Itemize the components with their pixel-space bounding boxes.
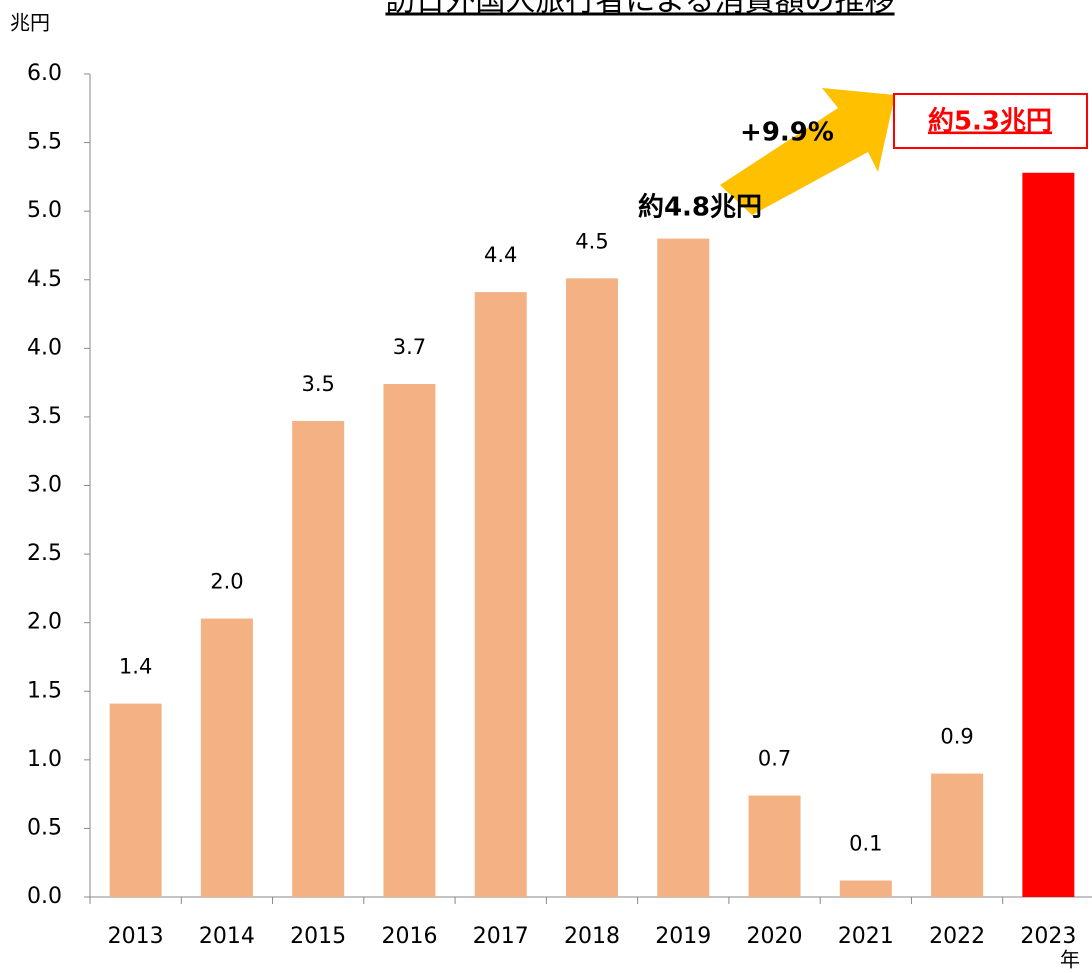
x-tick-label: 2021 — [838, 924, 894, 949]
value-label: 0.9 — [940, 725, 973, 749]
chart-title: 訪日外国人旅行者による消費額の推移 — [385, 0, 894, 19]
value-label: 2.0 — [210, 570, 243, 594]
y-tick-label: 4.0 — [27, 335, 62, 360]
y-tick-label: 1.5 — [27, 678, 62, 703]
y-tick-label: 5.0 — [27, 198, 62, 223]
x-axis-label: 年 — [1060, 948, 1080, 972]
bar — [1022, 172, 1075, 897]
x-tick-label: 2023 — [1020, 924, 1076, 949]
bar — [931, 773, 984, 897]
bar — [383, 383, 436, 897]
y-tick-label: 2.5 — [27, 541, 62, 566]
annotation-box — [893, 93, 1088, 149]
x-tick-label: 2013 — [108, 924, 164, 949]
y-tick-label: 5.5 — [27, 130, 62, 155]
x-tick-label: 2019 — [655, 924, 711, 949]
y-tick-label: 3.0 — [27, 473, 62, 498]
growth-arrow — [720, 88, 895, 215]
y-tick-label: 4.5 — [27, 267, 62, 292]
bar — [839, 880, 892, 897]
growth-annotation: +9.9% — [740, 118, 834, 148]
bar — [109, 703, 162, 897]
value-label: 1.4 — [119, 655, 152, 679]
bar — [292, 421, 345, 897]
bar — [200, 618, 253, 897]
value-label: 4.4 — [484, 243, 517, 267]
x-tick-label: 2022 — [929, 924, 985, 949]
y-tick-label: 0.0 — [27, 884, 62, 909]
y-axis-label: 兆円 — [10, 11, 50, 35]
x-tick-label: 2015 — [290, 924, 346, 949]
value-label: 4.5 — [575, 229, 608, 253]
value-label: 0.7 — [758, 746, 791, 770]
value-label: 3.5 — [301, 372, 334, 396]
y-tick-label: 6.0 — [27, 61, 62, 86]
y-tick-label: 2.0 — [27, 610, 62, 635]
bar — [474, 292, 527, 898]
x-tick-label: 2014 — [199, 924, 255, 949]
value-label: 0.1 — [849, 832, 882, 856]
2019-annotation: 約4.8兆円 — [638, 192, 762, 223]
x-tick-label: 2017 — [473, 924, 529, 949]
2023-annotation: 約5.3兆円 — [928, 106, 1052, 137]
bar — [657, 238, 710, 898]
y-tick-label: 0.5 — [27, 815, 62, 840]
value-label: 3.7 — [393, 335, 426, 359]
x-tick-label: 2016 — [381, 924, 437, 949]
bar — [566, 278, 618, 898]
x-tick-label: 2020 — [747, 924, 803, 949]
x-tick-label: 2018 — [564, 924, 620, 949]
y-tick-label: 3.5 — [27, 404, 62, 429]
y-tick-label: 1.0 — [27, 747, 62, 772]
bar — [748, 795, 801, 897]
